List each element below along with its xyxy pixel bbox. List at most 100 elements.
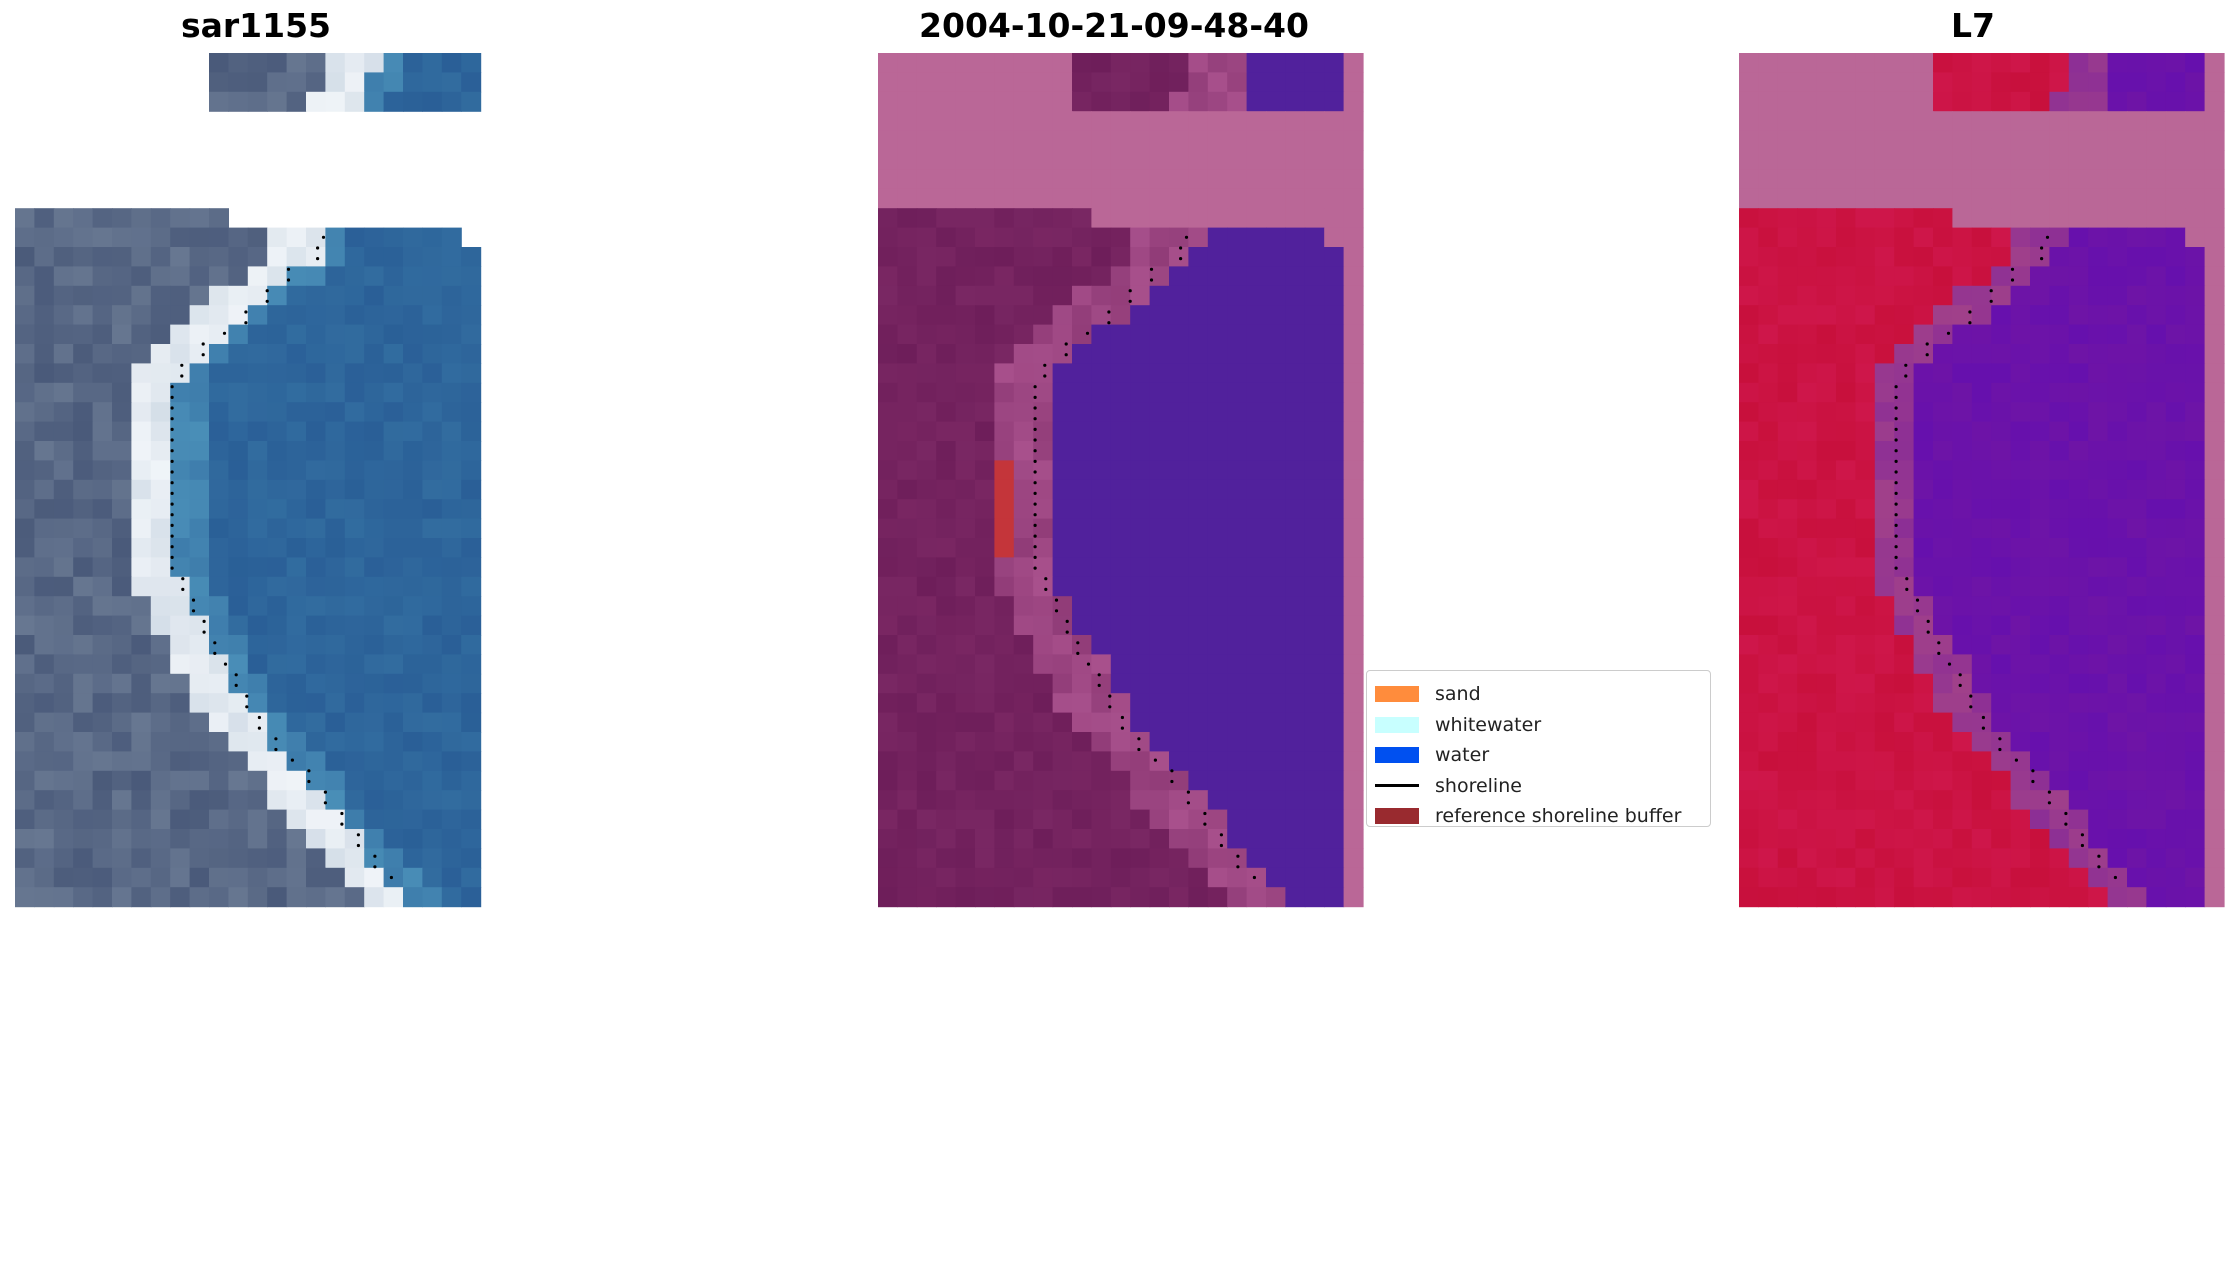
rgb-pixel [189,402,210,423]
ndwi-pixel [1739,441,1759,461]
ndwi-pixel [1874,247,1895,267]
ndwi-pixel [2127,402,2147,423]
ndwi-pixel [1855,673,1876,694]
rgb-shoreline-dot [201,353,205,357]
ndwi-pixel [2068,693,2089,714]
ndwi-pixel [1739,305,1759,326]
class-pixel [1207,421,1228,442]
class-pixel [1091,848,1112,869]
ndwi-shoreline-dot [1925,353,1929,357]
ndwi-pixel [1991,848,2012,869]
rgb-pixel [403,770,423,791]
rgb-pixel [228,518,249,539]
rgb-pixel [364,344,385,364]
ndwi-pixel [1758,809,1779,830]
class-pixel [1285,421,1306,442]
class-shoreline-dot [1184,235,1189,239]
class-pixel [897,596,918,617]
rgb-pixel [325,285,346,306]
rgb-pixel [461,867,482,888]
rgb-pixel [306,402,326,423]
class-pixel [1091,208,1112,229]
class-pixel [1343,188,1364,209]
ndwi-pixel [1894,615,1915,636]
rgb-pixel [112,305,132,326]
ndwi-pixel [2146,130,2167,151]
class-pixel [1324,72,1345,93]
class-pixel [878,402,898,423]
ndwi-pixel [2088,363,2109,384]
rgb-pixel [73,421,94,442]
rgb-pixel [306,441,326,461]
class-pixel [1246,887,1267,908]
class-pixel [1110,518,1131,539]
rgb-pixel [344,305,365,326]
ndwi-pixel [2204,72,2225,93]
class-pixel [1052,654,1073,675]
class-pixel [994,188,1015,209]
rgb-pixel [306,382,326,403]
rgb-shoreline-dot [180,363,184,367]
rgb-pixel [53,557,74,578]
class-pixel [897,499,918,520]
rgb-pixel [53,770,74,791]
rgb-pixel [209,673,229,694]
rgb-pixel [364,402,385,423]
ndwi-pixel [1816,732,1837,752]
rgb-pixel [422,460,443,481]
class-pixel [1227,53,1248,73]
class-pixel [936,150,957,170]
rgb-pixel [92,751,113,772]
ndwi-shoreline-dot [1968,310,1972,314]
ndwi-pixel [1952,518,1973,539]
ndwi-pixel [2068,712,2089,733]
rgb-pixel [383,441,404,461]
rgb-pixel [286,712,307,733]
ndwi-pixel [1894,227,1915,248]
class-pixel [897,150,918,170]
ndwi-pixel [2165,848,2186,869]
rgb-pixel [422,654,443,675]
class-pixel [955,91,976,112]
class-pixel [1188,557,1209,578]
ndwi-shoreline-dot [2064,822,2068,826]
rgb-pixel [403,751,423,772]
rgb-pixel [170,635,191,655]
class-pixel [1188,887,1209,908]
class-pixel [1149,518,1170,539]
rgb-pixel [209,809,229,830]
ndwi-pixel [1836,130,1856,151]
rgb-pixel [92,441,113,461]
class-pixel [1091,887,1112,908]
ndwi-pixel [1836,538,1856,558]
rgb-pixel [325,402,346,423]
ndwi-pixel [1739,324,1759,345]
class-pixel [1246,150,1267,170]
rgb-pixel [403,790,423,811]
class-pixel [1052,150,1073,170]
class-pixel [1188,538,1209,558]
ndwi-pixel [1971,809,1992,830]
ndwi-pixel [1758,770,1779,791]
ndwi-pixel [1874,809,1895,830]
panel-title-ndwi: L7 [1951,6,1995,45]
class-pixel [955,441,976,461]
class-pixel [1207,363,1228,384]
rgb-pixel [325,635,346,655]
rgb-pixel [267,421,288,442]
class-pixel [1091,732,1112,752]
class-pixel [1207,790,1228,811]
ndwi-pixel [2049,751,2070,772]
class-pixel [1304,344,1325,364]
rgb-pixel [189,751,210,772]
rgb-pixel [34,344,55,364]
ndwi-pixel [1894,285,1915,306]
class-pixel [955,266,976,287]
class-pixel [955,53,976,73]
rgb-pixel [422,693,443,714]
rgb-pixel [286,363,307,384]
class-pixel [936,111,957,132]
class-pixel [1227,673,1248,694]
rgb-pixel [461,285,482,306]
ndwi-pixel [1971,53,1992,73]
